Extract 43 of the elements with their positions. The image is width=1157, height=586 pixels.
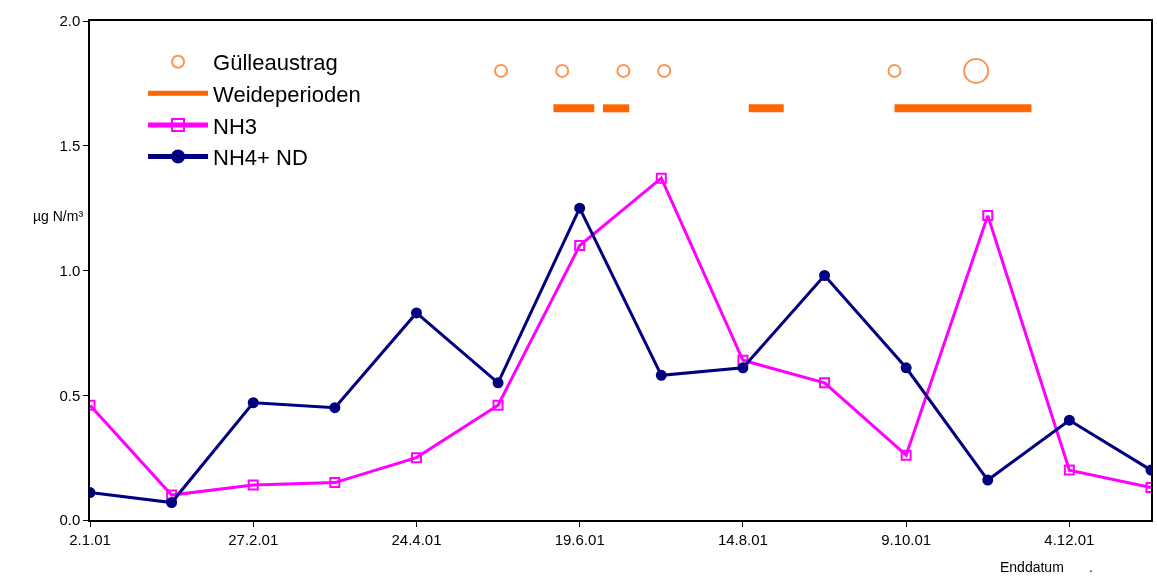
point <box>410 452 422 464</box>
text: . <box>1089 559 1093 575</box>
x-axis-title: Enddatum <box>1000 559 1064 575</box>
point <box>247 479 259 491</box>
point <box>982 210 994 222</box>
y-axis-title: µg N/m³ <box>33 208 84 224</box>
legend-label: Gülleaustrag <box>213 50 338 76</box>
legend-label: NH3 <box>213 113 258 139</box>
point <box>247 397 259 409</box>
point <box>655 369 667 381</box>
point <box>574 202 586 214</box>
point <box>166 489 178 501</box>
legend-label: NH4+ ND <box>213 145 308 171</box>
x-tick-label: 27.2.01 <box>228 530 279 548</box>
point <box>1063 464 1075 476</box>
point <box>329 402 341 414</box>
legend-label: Weideperioden <box>213 81 361 107</box>
point <box>329 477 341 489</box>
x-tick-label: 14.8.01 <box>717 530 768 548</box>
point <box>166 497 178 509</box>
point <box>492 399 504 411</box>
point <box>655 172 667 184</box>
x-tick-label: 4.12.01 <box>1044 530 1095 548</box>
point <box>410 307 422 319</box>
point <box>737 354 749 366</box>
x-tick-label: 19.6.01 <box>554 530 605 548</box>
y-tick-label: 1.5 <box>59 137 81 154</box>
x-tick-label: 9.10.01 <box>881 530 932 548</box>
x-tick-label: 24.4.01 <box>391 530 442 548</box>
y-tick-label: 2.0 <box>59 12 81 30</box>
point <box>819 377 831 389</box>
point <box>900 449 912 461</box>
point <box>1063 414 1075 426</box>
y-tick-label: 1.0 <box>59 261 81 279</box>
y-tick-label: 0.5 <box>59 386 81 404</box>
point <box>900 362 912 374</box>
point <box>819 269 831 281</box>
point <box>982 474 994 486</box>
point <box>492 377 504 389</box>
y-tick-label: 0.0 <box>59 511 81 529</box>
point <box>574 240 586 252</box>
point <box>737 362 749 374</box>
x-tick-label: 2.1.01 <box>69 530 111 548</box>
